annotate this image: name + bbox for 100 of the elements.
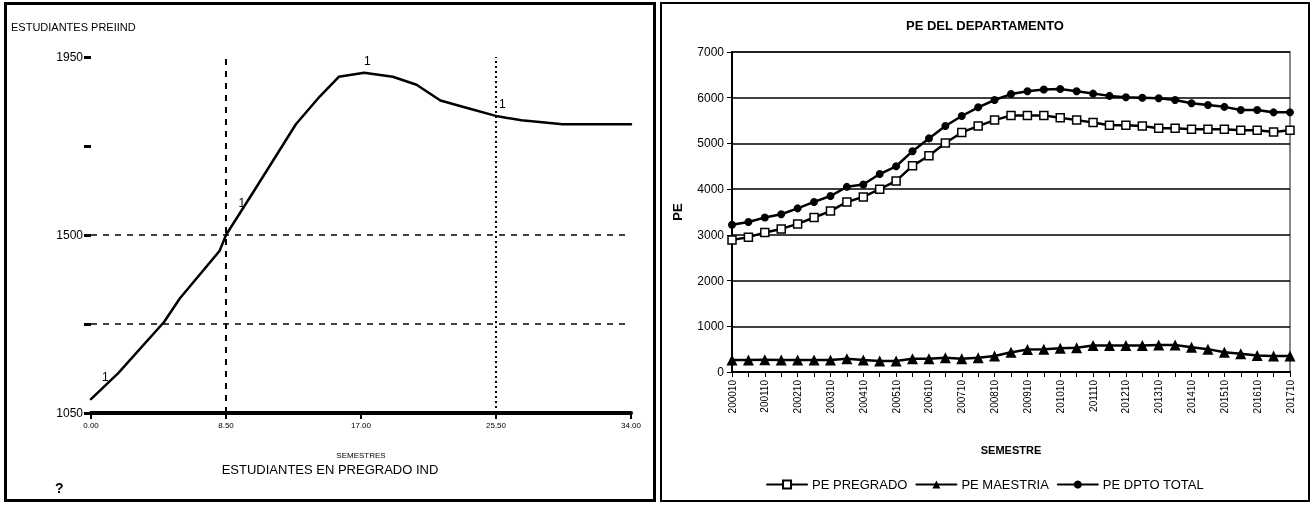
point xyxy=(1284,350,1296,362)
x-tick-label: 201010 xyxy=(1054,379,1066,414)
point xyxy=(793,204,802,213)
text: ? xyxy=(55,480,64,496)
point xyxy=(989,115,1000,125)
y-tick-label: 1950 xyxy=(56,50,84,64)
point xyxy=(1105,91,1114,100)
point xyxy=(989,350,1001,362)
legend-label: PE DPTO TOTAL xyxy=(1102,477,1204,492)
x-tick-label: 200210 xyxy=(792,379,804,414)
x-tick-label: 200810 xyxy=(989,379,1001,414)
point xyxy=(1202,343,1214,355)
point xyxy=(744,218,753,227)
point xyxy=(775,354,787,366)
x-tick-label: 200610 xyxy=(923,379,935,414)
point xyxy=(728,220,736,229)
point xyxy=(956,353,968,365)
point xyxy=(1023,87,1032,96)
point xyxy=(1170,123,1180,134)
point xyxy=(1218,346,1230,358)
x-tick-label: 200710 xyxy=(956,379,968,414)
point xyxy=(1187,99,1196,108)
y-tick-label: 3000 xyxy=(697,227,725,242)
point xyxy=(742,354,754,366)
point xyxy=(1087,339,1099,351)
annotation: 1 xyxy=(364,53,372,68)
point xyxy=(957,112,966,120)
point xyxy=(892,162,901,171)
point xyxy=(1251,350,1263,362)
point xyxy=(1153,123,1164,134)
point xyxy=(858,192,869,202)
x-tick-label: 201110 xyxy=(1087,379,1099,412)
point xyxy=(1186,124,1197,135)
point xyxy=(1121,120,1131,130)
point xyxy=(1268,127,1279,137)
point xyxy=(777,210,786,219)
point xyxy=(1054,342,1066,354)
point xyxy=(1186,341,1198,353)
point xyxy=(1203,101,1212,110)
x-tick-label: 201310 xyxy=(1153,379,1165,414)
x-tick-label: 201410 xyxy=(1186,379,1198,414)
point xyxy=(923,353,935,365)
point xyxy=(1220,102,1229,111)
x-tick-label: 200110 xyxy=(759,379,771,413)
point xyxy=(1022,110,1033,121)
point xyxy=(1136,339,1148,351)
point xyxy=(841,353,853,365)
point xyxy=(1203,124,1213,135)
point xyxy=(1006,110,1016,121)
point xyxy=(1005,346,1017,358)
point xyxy=(907,353,919,365)
point xyxy=(1269,108,1278,117)
x-tick-label: 8.50 xyxy=(218,420,235,430)
point xyxy=(792,354,804,366)
point xyxy=(842,197,852,207)
point xyxy=(760,213,769,222)
x-tick-label: 17.00 xyxy=(350,420,372,430)
x-tick-label: 0.00 xyxy=(83,420,100,430)
x-tick-label: 34.00 xyxy=(620,420,642,430)
point xyxy=(842,182,851,191)
point xyxy=(825,206,836,216)
point xyxy=(908,147,917,156)
x-tick-label: 201510 xyxy=(1218,379,1230,414)
point xyxy=(1071,115,1082,125)
point xyxy=(1285,125,1295,135)
y-axis-title: PE xyxy=(670,203,685,221)
x-tick-label: 200910 xyxy=(1021,379,1033,414)
point xyxy=(810,197,819,206)
point xyxy=(907,161,918,171)
x-axis-title: SEMESTRE xyxy=(980,443,1042,456)
point xyxy=(891,176,901,186)
point xyxy=(973,121,983,131)
point xyxy=(1104,120,1115,130)
x-axis-title: SEMESTRES xyxy=(336,450,386,460)
annotation: 1 xyxy=(499,97,507,112)
point xyxy=(972,352,984,364)
point xyxy=(1055,113,1065,123)
y-tick-label: 4000 xyxy=(697,182,725,197)
point xyxy=(874,184,885,194)
point xyxy=(990,96,999,104)
point xyxy=(1038,343,1050,355)
point xyxy=(826,192,835,200)
point xyxy=(859,180,868,189)
point xyxy=(759,354,771,366)
point xyxy=(1021,344,1033,356)
point xyxy=(890,355,902,367)
point xyxy=(1235,348,1247,360)
point xyxy=(874,355,886,367)
point xyxy=(776,224,786,234)
point xyxy=(1253,106,1262,115)
point xyxy=(941,122,950,131)
point xyxy=(760,227,770,238)
legend-label: PE PREGRADO xyxy=(812,477,908,492)
point xyxy=(1088,117,1098,128)
point xyxy=(809,212,819,223)
point xyxy=(1153,339,1165,351)
text: ESTUDIANTES EN PREGRADO IND xyxy=(221,462,439,477)
y-tick-label: 2000 xyxy=(697,273,725,288)
point xyxy=(1236,125,1246,135)
x-tick-label: 200410 xyxy=(857,379,869,414)
